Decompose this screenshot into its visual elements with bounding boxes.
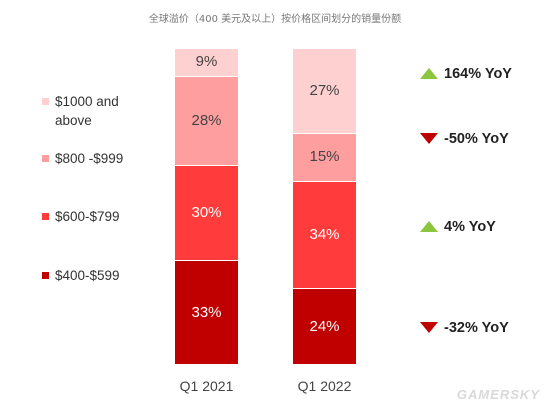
bar-value-label: 30% bbox=[191, 203, 222, 221]
yoy-label: -50% YoY bbox=[444, 131, 509, 147]
bar-value-label: 15% bbox=[309, 148, 340, 166]
legend-swatch bbox=[42, 98, 49, 105]
legend-label: $800 -$999 bbox=[55, 151, 124, 166]
legend-label: $1000 and above bbox=[55, 94, 119, 128]
legend-label: $600-$799 bbox=[55, 209, 120, 224]
bar-value-label: 27% bbox=[309, 81, 340, 99]
bar-value-label: 9% bbox=[195, 53, 218, 71]
legend-item: $1000 and above bbox=[42, 92, 145, 130]
bar-segment bbox=[293, 181, 356, 289]
bar-value-label: 24% bbox=[309, 317, 340, 335]
bar-segment bbox=[175, 48, 238, 77]
x-tick-label: Q1 2022 bbox=[297, 378, 352, 394]
bar-segment bbox=[293, 134, 356, 181]
legend-label: $400-$599 bbox=[55, 268, 120, 283]
bar-segment bbox=[293, 48, 356, 134]
yoy-label: 4% YoY bbox=[444, 219, 496, 235]
bar-segment bbox=[293, 289, 356, 365]
bar-segment bbox=[175, 165, 238, 260]
legend-item: $600-$799 bbox=[42, 207, 145, 226]
legend-swatch bbox=[42, 155, 49, 162]
chart-title: 全球溢价（400 美元及以上）按价格区间划分的销量份额 bbox=[148, 14, 402, 25]
bar-segment bbox=[175, 77, 238, 165]
legend-item: $400-$599 bbox=[42, 266, 145, 285]
triangle-down-icon bbox=[420, 322, 438, 333]
yoy-label: 164% YoY bbox=[444, 66, 512, 82]
legend-swatch bbox=[42, 272, 49, 279]
legend-item: $800 -$999 bbox=[42, 149, 145, 168]
legend-swatch bbox=[42, 213, 49, 220]
bar-value-label: 28% bbox=[191, 111, 222, 129]
bar-segment bbox=[175, 260, 238, 365]
triangle-up-icon bbox=[420, 68, 438, 79]
triangle-down-icon bbox=[420, 133, 438, 144]
bar-value-label: 33% bbox=[191, 303, 222, 321]
bar-value-label: 34% bbox=[309, 226, 340, 244]
triangle-up-icon bbox=[420, 221, 438, 232]
watermark: GAMERSKY bbox=[456, 387, 540, 402]
x-tick-label: Q1 2021 bbox=[179, 378, 234, 394]
yoy-label: -32% YoY bbox=[444, 320, 509, 336]
